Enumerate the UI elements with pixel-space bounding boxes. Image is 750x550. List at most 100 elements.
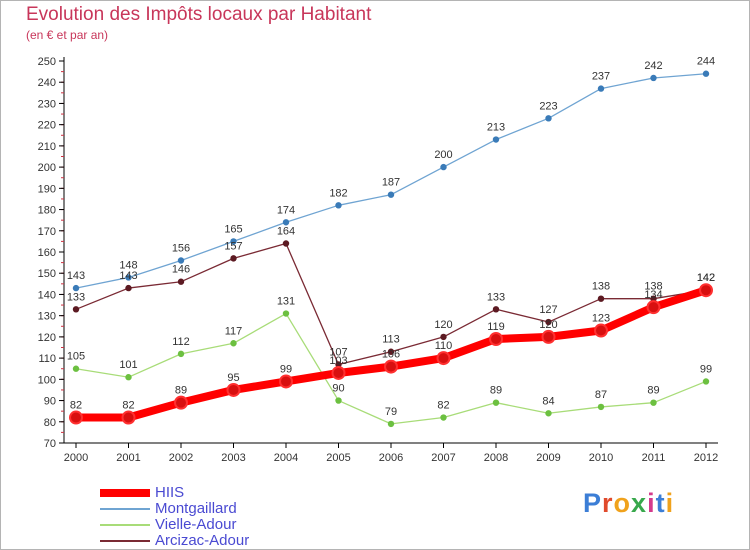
legend-item: HIIS [100, 485, 320, 501]
data-point-montgaillard [72, 284, 80, 292]
data-label-arcizac-adour: 127 [539, 304, 557, 316]
data-label-arcizac-adour: 133 [67, 291, 85, 303]
y-tick-label: 70 [44, 438, 56, 450]
data-label-arcizac-adour: 107 [329, 346, 347, 358]
data-label-hiis: 95 [227, 372, 239, 384]
data-point-hiis [121, 410, 136, 425]
legend-swatch [100, 489, 150, 497]
data-point-vielle-adour [282, 310, 290, 317]
data-point-hiis [489, 332, 503, 347]
data-point-montgaillard [650, 74, 657, 82]
data-label-arcizac-adour: 120 [434, 319, 452, 331]
data-point-arcizac-adour [440, 333, 447, 341]
data-label-arcizac-adour: 113 [382, 334, 400, 346]
y-tick-label: 90 [44, 396, 56, 408]
x-tick-label: 2010 [589, 452, 613, 464]
data-label-arcizac-adour: 142 [697, 272, 715, 284]
legend-swatch [100, 508, 150, 510]
data-label-hiis: 103 [329, 355, 347, 367]
y-tick-label: 220 [38, 120, 56, 132]
data-label-hiis: 82 [122, 400, 134, 412]
data-label-vielle-adour: 89 [647, 385, 659, 397]
y-tick-label: 130 [38, 311, 56, 323]
x-tick-label: 2006 [379, 452, 403, 464]
data-label-montgaillard: 200 [434, 149, 452, 161]
legend-swatch [100, 540, 150, 542]
data-point-vielle-adour [545, 410, 552, 417]
data-label-montgaillard: 242 [644, 60, 662, 72]
data-label-montgaillard: 237 [592, 71, 610, 83]
data-point-arcizac-adour [282, 240, 290, 247]
y-tick-label: 160 [38, 247, 56, 259]
data-point-hiis [646, 300, 661, 315]
y-tick-label: 100 [38, 374, 56, 386]
data-point-vielle-adour [230, 340, 237, 347]
legend-item: Montgaillard [100, 501, 320, 517]
data-label-hiis: 99 [280, 363, 292, 375]
data-label-arcizac-adour: 143 [119, 270, 137, 282]
data-point-arcizac-adour [597, 295, 605, 302]
x-tick-label: 2012 [694, 452, 718, 464]
y-tick-label: 120 [38, 332, 56, 344]
proxiti-logo: Proxiti [583, 488, 674, 519]
data-label-montgaillard: 156 [172, 242, 190, 254]
legend-label: Arcizac-Adour [155, 532, 250, 549]
data-label-montgaillard: 182 [329, 187, 347, 199]
x-tick-label: 2002 [169, 452, 193, 464]
data-label-hiis: 142 [697, 272, 715, 284]
data-point-montgaillard [702, 70, 710, 77]
y-tick-label: 250 [38, 56, 56, 68]
data-point-montgaillard [125, 274, 132, 281]
data-point-vielle-adour [387, 420, 395, 428]
y-tick-label: 150 [38, 268, 56, 280]
data-label-vielle-adour: 84 [542, 395, 554, 407]
y-tick-label: 140 [38, 289, 56, 301]
y-tick-label: 80 [44, 417, 56, 429]
legend-item: Arcizac-Adour [100, 533, 320, 549]
legend-swatch [100, 524, 150, 526]
data-point-arcizac-adour [492, 306, 500, 313]
data-point-montgaillard [492, 136, 500, 143]
data-point-arcizac-adour [545, 318, 552, 326]
y-tick-label: 180 [38, 205, 56, 217]
data-label-vielle-adour: 82 [437, 400, 449, 412]
x-tick-label: 2005 [326, 452, 350, 464]
data-point-montgaillard [177, 257, 185, 264]
data-point-hiis [699, 283, 713, 298]
y-tick-label: 210 [38, 141, 56, 153]
data-label-arcizac-adour: 157 [224, 240, 242, 252]
data-point-hiis [174, 395, 188, 410]
data-label-arcizac-adour: 138 [644, 281, 662, 293]
data-label-montgaillard: 165 [224, 223, 242, 235]
data-point-vielle-adour [335, 397, 342, 404]
data-point-arcizac-adour [72, 306, 80, 313]
data-label-montgaillard: 187 [382, 177, 400, 189]
y-tick-label: 110 [38, 353, 56, 365]
data-point-hiis [69, 410, 83, 425]
data-point-vielle-adour [177, 350, 185, 358]
data-label-arcizac-adour: 146 [172, 264, 190, 276]
data-label-montgaillard: 143 [67, 270, 85, 282]
data-label-hiis: 106 [382, 349, 400, 361]
data-point-arcizac-adour [387, 348, 395, 355]
data-point-arcizac-adour [650, 295, 657, 302]
data-label-hiis: 89 [175, 385, 187, 397]
data-point-hiis [226, 382, 241, 397]
logo-letter: x [631, 488, 648, 518]
series-line-arcizac-adour [75, 242, 707, 366]
y-tick-label: 170 [38, 226, 56, 238]
data-label-montgaillard: 244 [697, 56, 715, 68]
data-point-montgaillard [440, 163, 447, 171]
x-tick-label: 2000 [64, 452, 88, 464]
data-point-montgaillard [282, 219, 290, 226]
data-point-hiis [541, 329, 556, 344]
data-point-vielle-adour [440, 414, 447, 421]
data-label-hiis: 110 [435, 340, 453, 352]
x-tick-label: 2011 [642, 452, 666, 464]
data-point-montgaillard [545, 115, 552, 122]
data-label-hiis: 82 [70, 400, 82, 412]
data-point-arcizac-adour [230, 255, 237, 262]
data-label-vielle-adour: 112 [172, 336, 190, 348]
legend-label: Montgaillard [155, 500, 237, 517]
data-label-arcizac-adour: 164 [277, 226, 295, 238]
